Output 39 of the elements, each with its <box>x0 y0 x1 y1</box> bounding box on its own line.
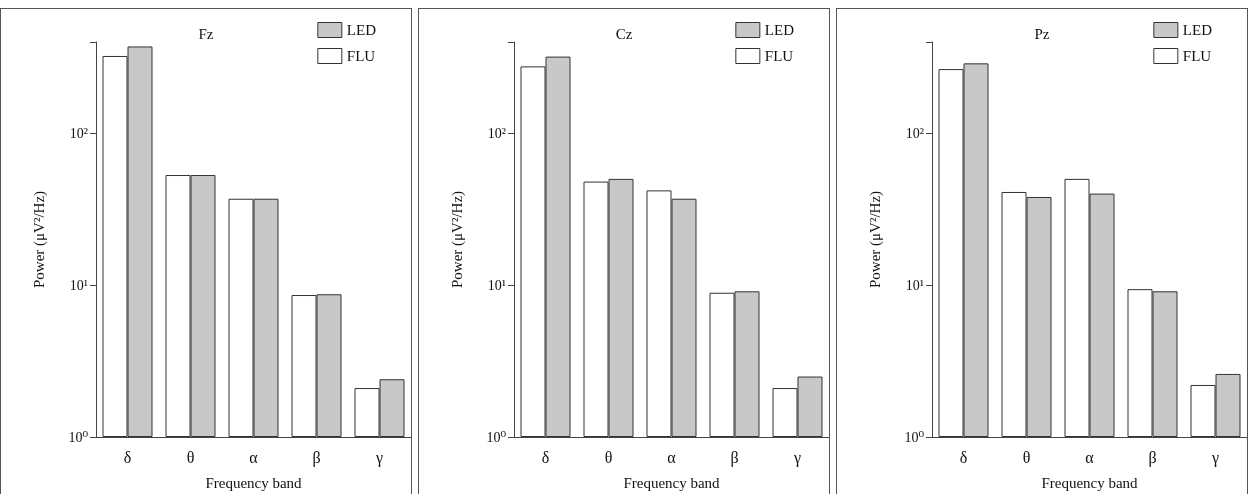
x-tick-label: δ <box>959 448 968 466</box>
legend-label: FLU <box>1182 48 1212 64</box>
x-tick-label: γ <box>792 448 802 467</box>
x-tick-label: θ <box>186 448 195 466</box>
x-axis-title: Frequency band <box>205 474 303 491</box>
chart-title: Fz <box>198 25 214 42</box>
y-axis-title: Power (μV²/Hz) <box>448 190 466 289</box>
x-tick-label: θ <box>604 448 613 466</box>
y-tick-label: 10⁰ <box>486 429 507 445</box>
x-tick-label: α <box>1085 448 1095 466</box>
y-tick-label: 10² <box>487 125 506 141</box>
y-tick-label: 10⁰ <box>68 429 89 445</box>
legend-label: FLU <box>346 48 376 64</box>
x-tick-label: β <box>730 448 739 467</box>
x-tick-label: δ <box>541 448 550 466</box>
y-tick-label: 10⁰ <box>904 429 925 445</box>
chart-title: Pz <box>1034 25 1050 42</box>
x-tick-label: θ <box>1022 448 1031 466</box>
y-tick-label: 10¹ <box>487 277 506 293</box>
x-axis-title: Frequency band <box>623 474 721 491</box>
x-tick-label: γ <box>1210 448 1220 467</box>
legend-label: LED <box>346 22 377 38</box>
chart-title: Cz <box>615 25 633 42</box>
x-tick-label: γ <box>374 448 384 467</box>
y-tick-label: 10¹ <box>69 277 88 293</box>
x-axis-title: Frequency band <box>1041 474 1139 491</box>
x-tick-label: α <box>249 448 259 466</box>
y-axis-title: Power (μV²/Hz) <box>30 190 48 289</box>
y-tick-label: 10¹ <box>905 277 924 293</box>
x-tick-label: δ <box>123 448 132 466</box>
x-tick-label: β <box>1148 448 1157 467</box>
y-axis-title: Power (μV²/Hz) <box>866 190 884 289</box>
x-tick-label: α <box>667 448 677 466</box>
y-tick-label: 10² <box>69 125 88 141</box>
legend-label: LED <box>1182 22 1213 38</box>
y-tick-label: 10² <box>905 125 924 141</box>
x-tick-label: β <box>312 448 321 467</box>
legend-label: LED <box>764 22 795 38</box>
legend-label: FLU <box>764 48 794 64</box>
